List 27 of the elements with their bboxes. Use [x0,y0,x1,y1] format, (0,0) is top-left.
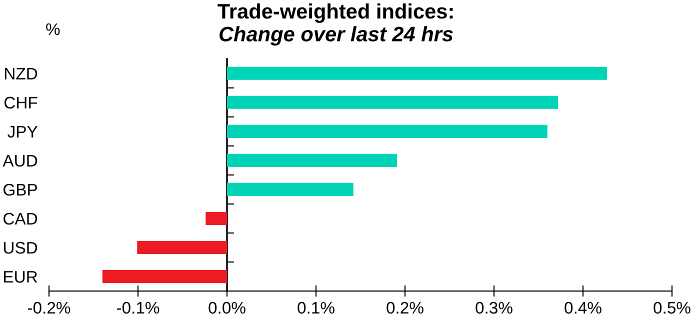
x-tick-label: -0.2% [28,302,70,314]
bar [137,240,227,254]
chart-title: Trade-weighted indices: [218,3,453,23]
bar [227,66,608,80]
y-tick-label: GBP [4,184,38,196]
y-tick-label: JPY [8,126,38,138]
y-tick-label: CHF [4,96,38,109]
x-tick-label: 0.0% [208,302,246,314]
y-tick-label: USD [4,242,38,254]
x-tick-label: -0.1% [116,302,160,314]
y-tick-label: EUR [4,271,38,283]
y-tick-label: CAD [4,212,38,225]
x-tick-label: 0.2% [386,302,424,314]
bar [206,212,227,226]
y-tick-label: NZD [5,68,38,80]
x-tick-label: 0.1% [298,302,334,314]
x-tick-label: 0.3% [476,302,512,314]
y-axis-title: % [46,23,60,36]
bar [102,270,227,284]
bar [227,124,548,138]
bar [227,182,354,196]
chart-subtitle: Change over last 24 hrs [220,26,453,46]
y-tick-label: AUD [2,155,38,167]
bar [227,154,397,167]
x-tick-label: 0.4% [564,302,602,314]
bar [227,96,558,109]
x-tick-label: 0.5% [654,302,690,314]
